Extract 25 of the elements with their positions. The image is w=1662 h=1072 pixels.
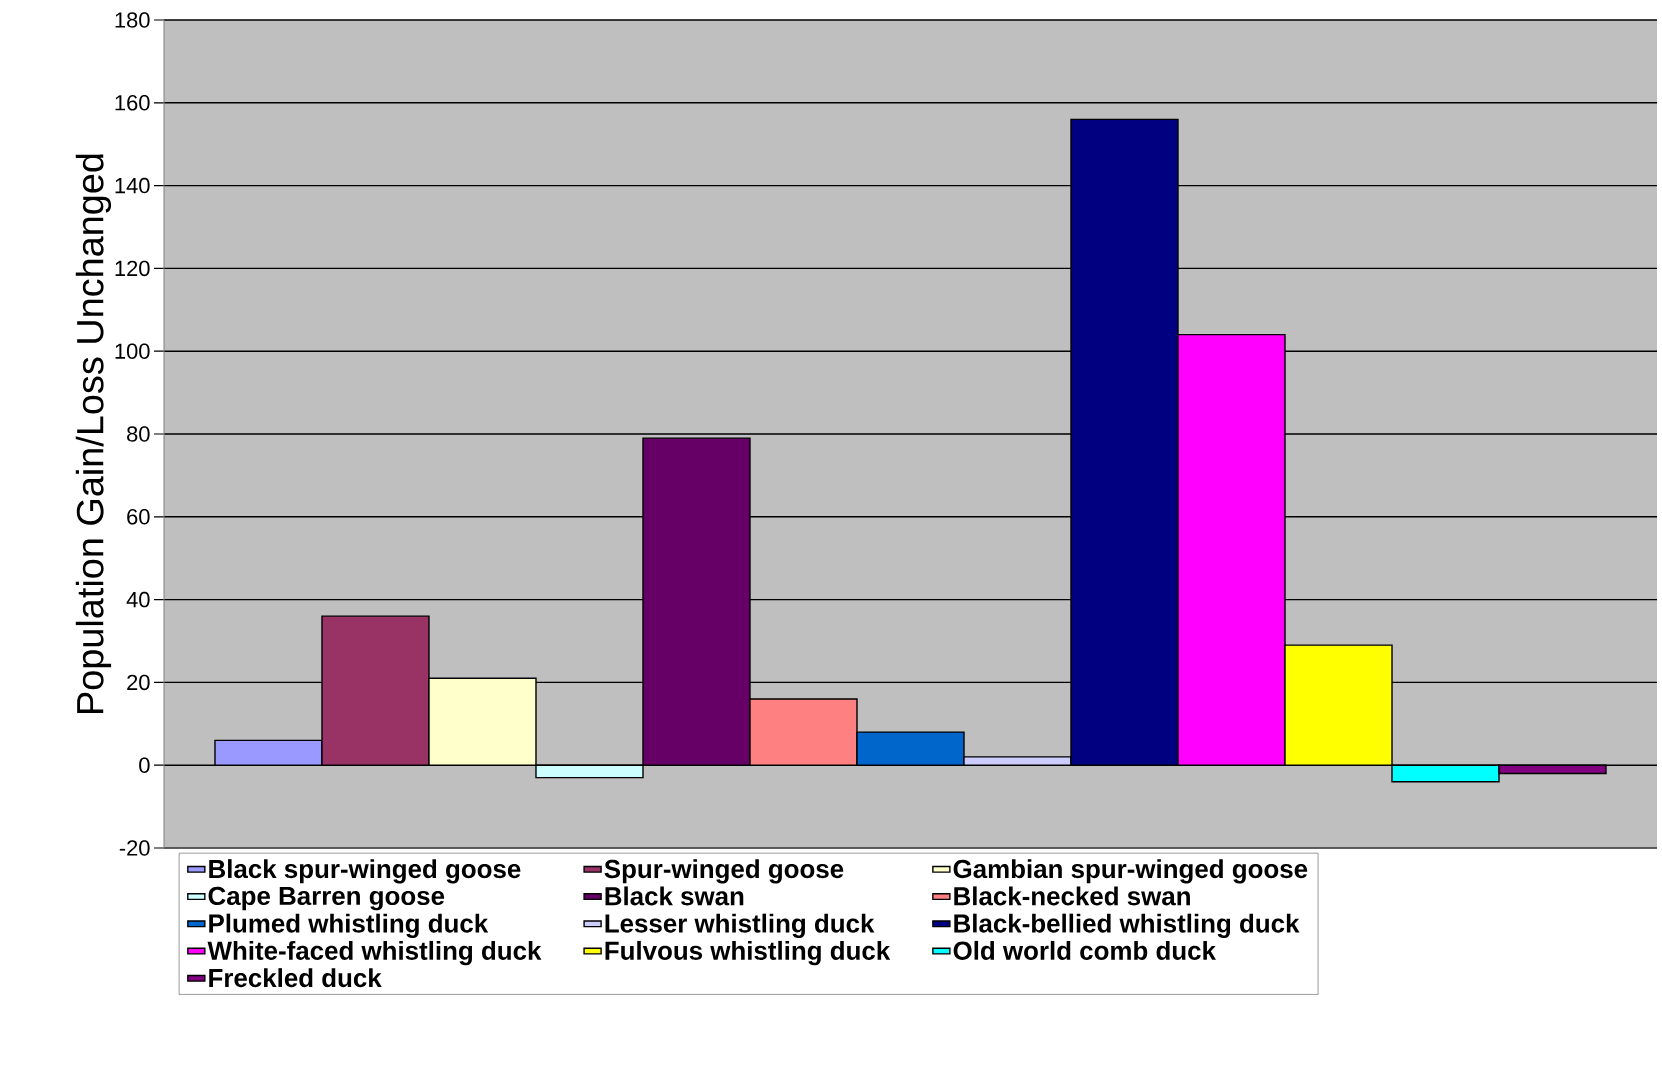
y-tick-label: 80	[127, 426, 150, 442]
y-tick-label: 140	[115, 177, 150, 194]
y-tick-label: 160	[115, 95, 150, 111]
legend-label: Lesser whistling duck	[605, 913, 875, 938]
y-tick-label: 20	[127, 674, 150, 691]
legend-label: Old world comb duck	[953, 940, 1216, 960]
y-tick-label: 0	[139, 757, 150, 773]
legend-label: Black spur-winged goose	[209, 859, 521, 884]
legend-label: White-faced whistling duck	[207, 940, 542, 966]
legend-label: Plumed whistling duck	[209, 913, 489, 938]
legend-label: Gambian spur-winged goose	[953, 859, 1308, 884]
y-tick-label: 120	[115, 260, 150, 277]
y-tick-label: 100	[115, 343, 150, 359]
legend-label: Black-necked swan	[954, 886, 1190, 906]
legend-label: Spur-winged goose	[604, 859, 844, 884]
y-tick-label: 180	[115, 12, 150, 28]
legend-label: Fulvous whistling duck	[605, 940, 891, 966]
y-tick-label: 60	[127, 509, 150, 525]
legend-label: Cape Barren goose	[208, 886, 445, 911]
legend-label: Black swan	[605, 886, 744, 906]
y-tick-label: 40	[126, 591, 150, 608]
y-axis-title: Population Gain/Loss Unchanged	[75, 154, 112, 713]
legend-label: Freckled duck	[209, 968, 382, 988]
y-tick-label: -20	[119, 840, 150, 856]
legend-label: Black-bellied whistling duck	[954, 913, 1300, 938]
